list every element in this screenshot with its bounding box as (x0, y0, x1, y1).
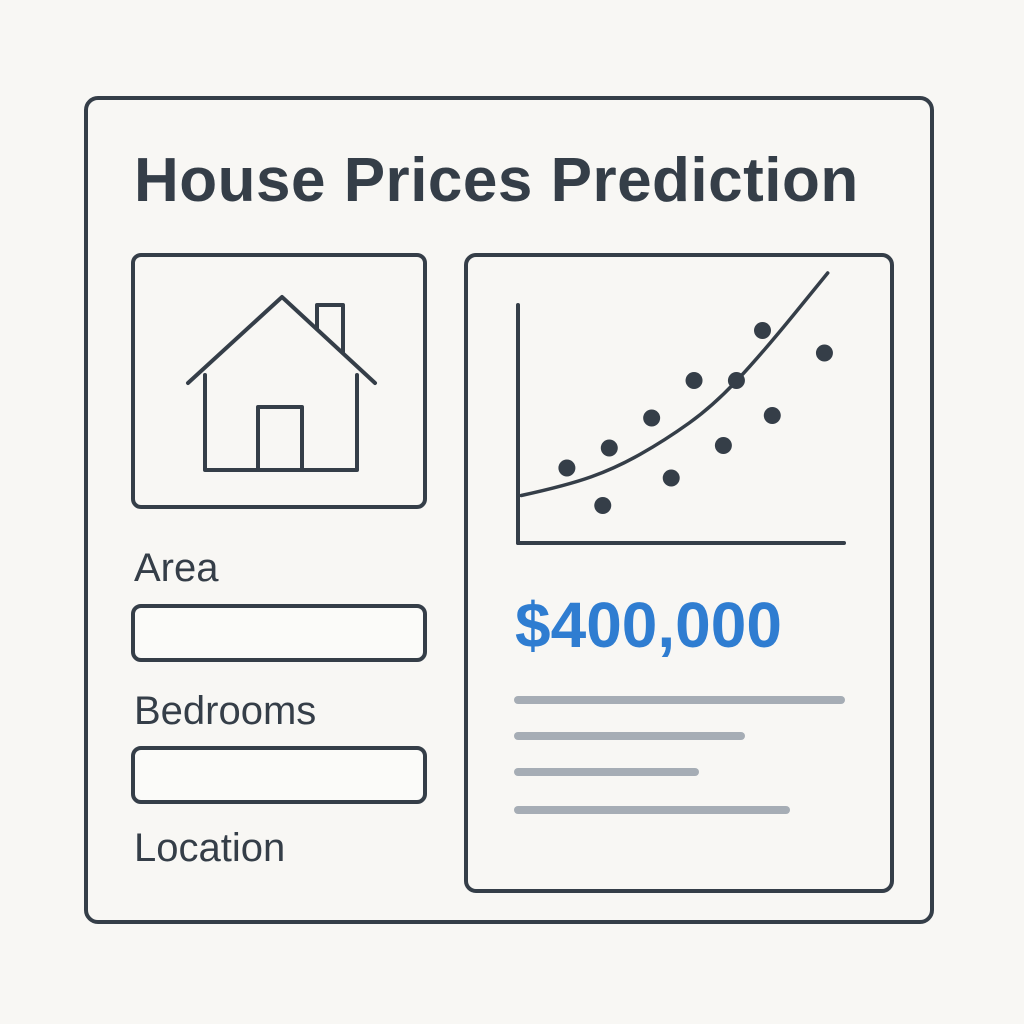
bedrooms-input[interactable] (131, 746, 427, 804)
house-icon (186, 295, 377, 472)
data-point (685, 372, 703, 389)
house-image-card (131, 253, 427, 509)
result-text-line (514, 732, 745, 740)
result-text-line (514, 768, 699, 776)
location-label: Location (134, 826, 286, 870)
data-point (558, 459, 576, 477)
data-point (815, 344, 833, 362)
data-point (643, 409, 661, 427)
data-point (763, 407, 781, 424)
price-scatter-chart (516, 271, 846, 545)
data-point (727, 372, 745, 389)
trend-line (519, 271, 830, 498)
bedrooms-label: Bedrooms (134, 689, 317, 733)
data-point (662, 469, 680, 487)
data-point (594, 497, 612, 514)
result-text-line (514, 696, 845, 704)
predicted-price: $400,000 (515, 589, 782, 661)
data-point (754, 322, 771, 339)
data-point (714, 437, 732, 454)
area-input[interactable] (131, 604, 427, 662)
result-text-line (514, 806, 790, 814)
page-title: House Prices Prediction (134, 146, 859, 215)
data-point (600, 439, 618, 457)
prediction-result-card (464, 253, 894, 893)
area-label: Area (134, 546, 219, 590)
